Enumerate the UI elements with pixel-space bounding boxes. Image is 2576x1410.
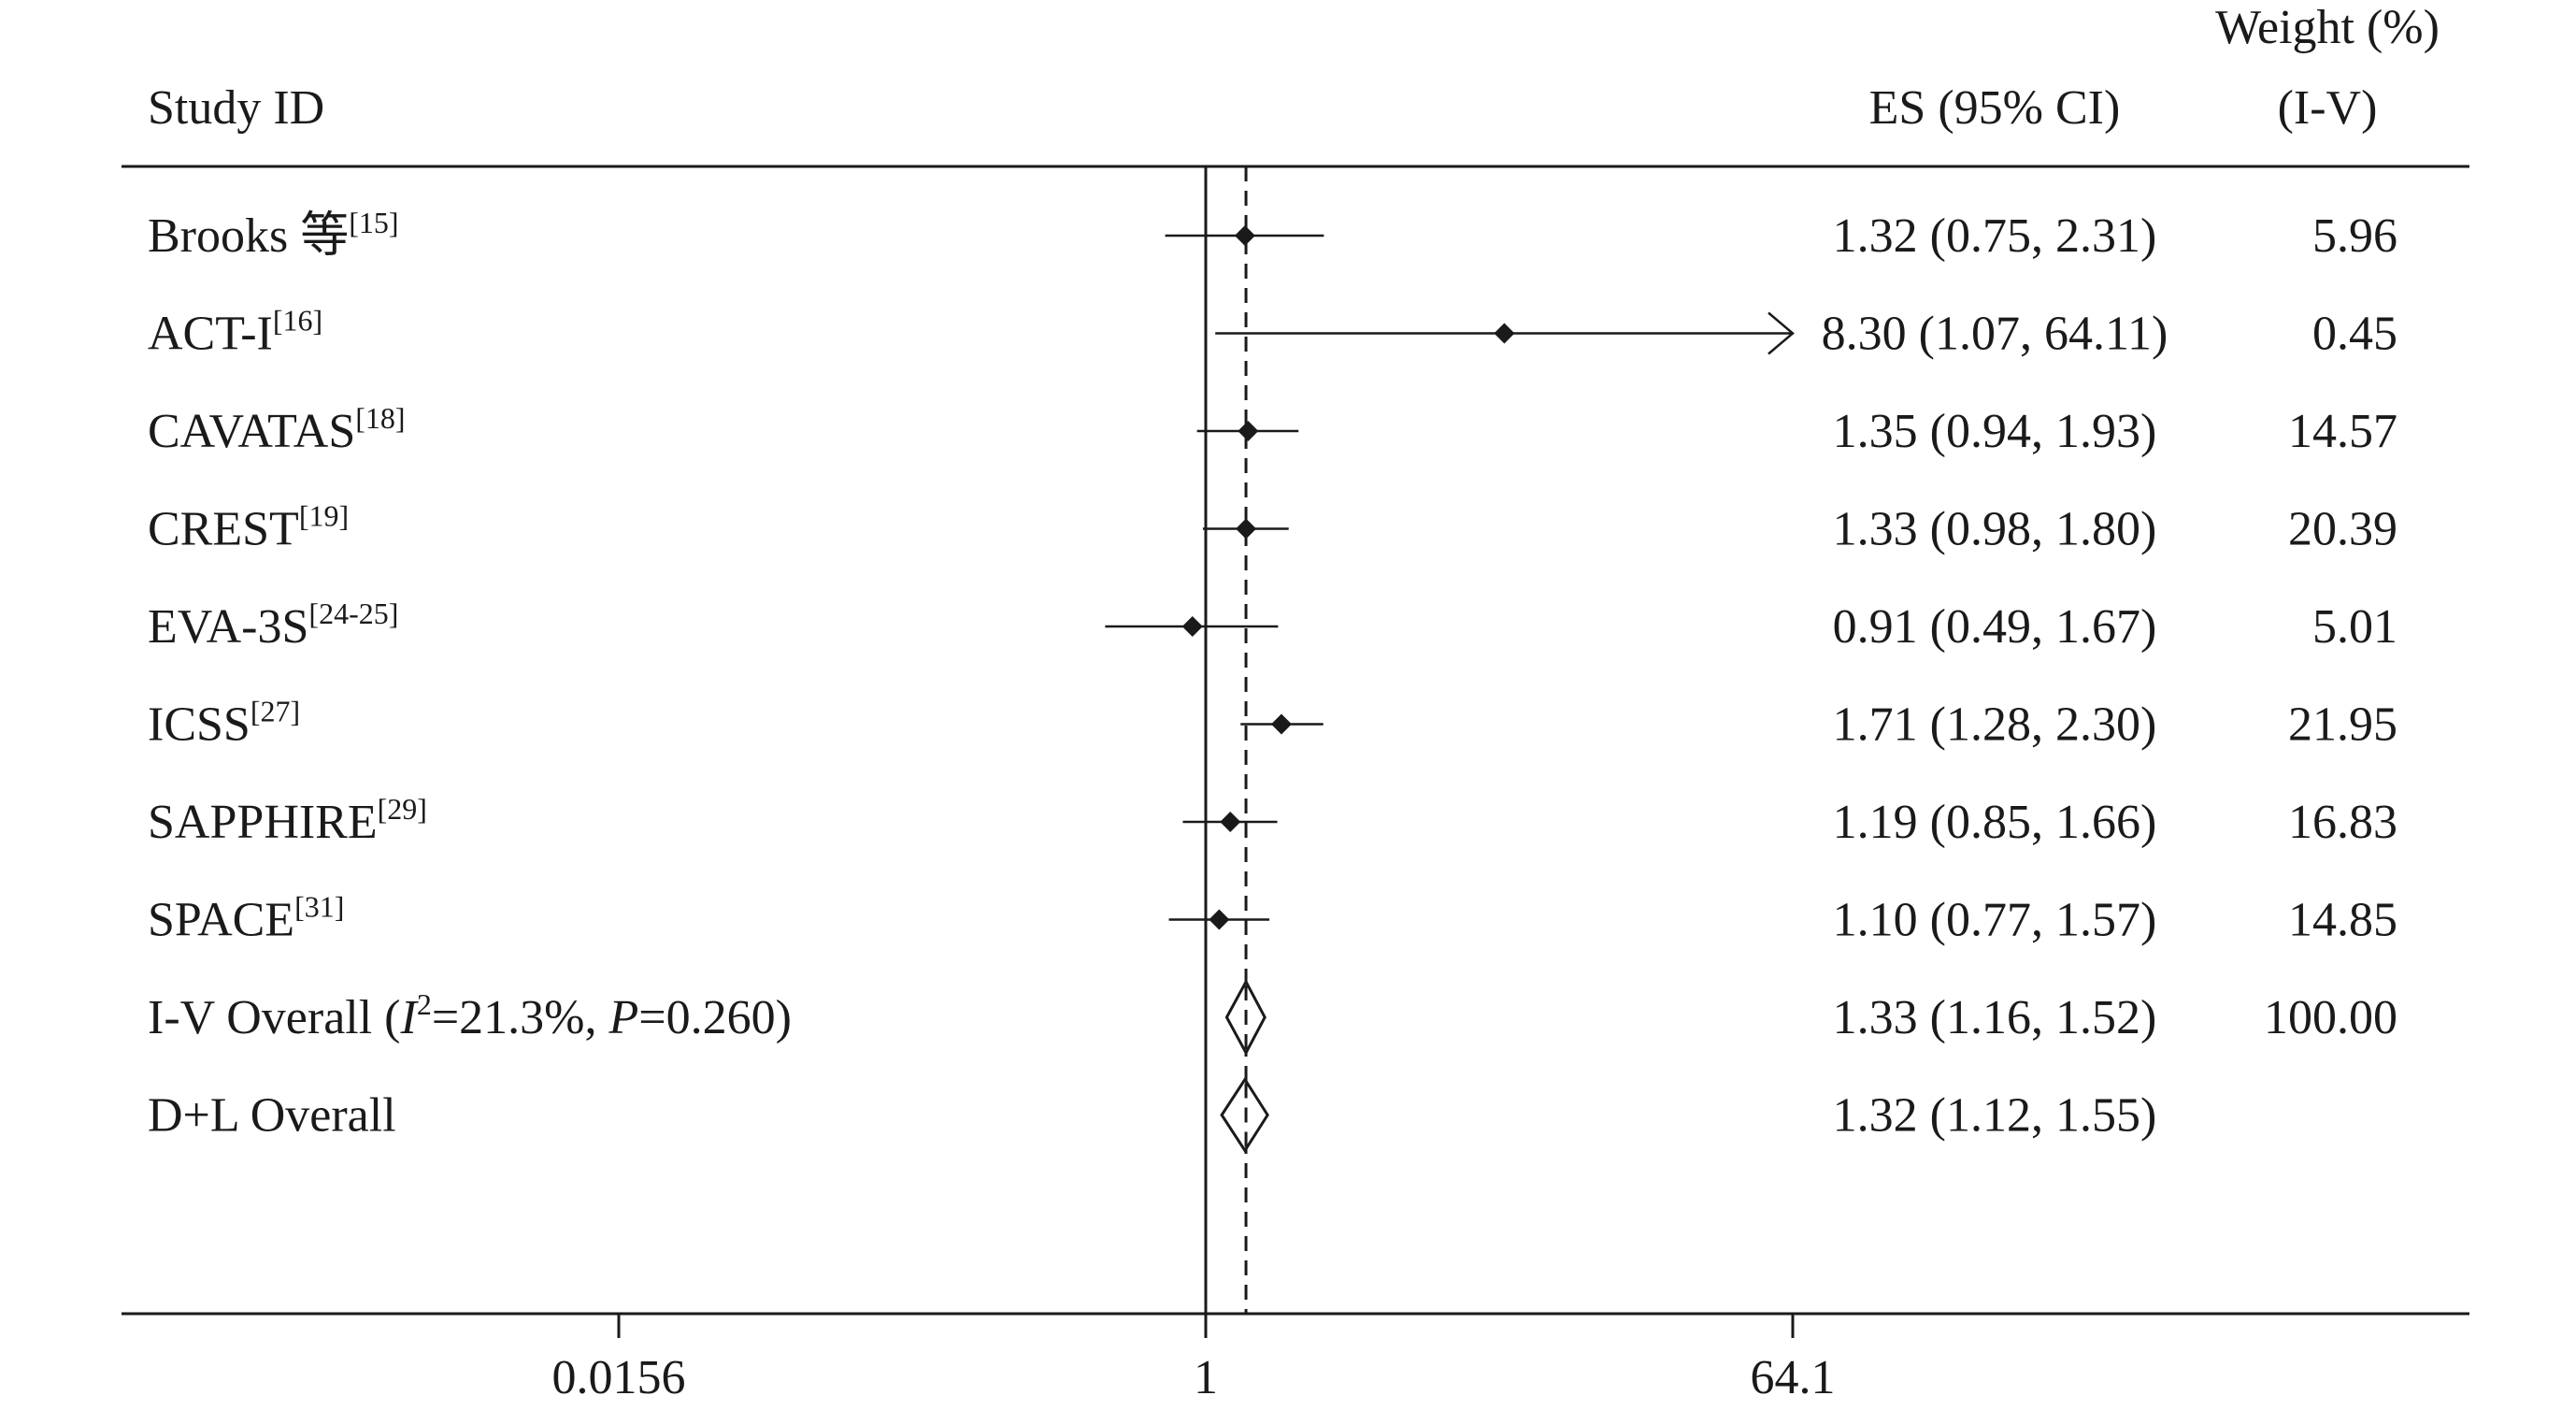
overall-es-ci-value: 1.33 (1.16, 1.52): [1833, 991, 2157, 1044]
study-reference: [18]: [355, 401, 405, 435]
overall-es-ci-value: 1.32 (1.12, 1.55): [1833, 1089, 2157, 1143]
es-ci-value: 1.32 (0.75, 2.31): [1833, 209, 2157, 263]
study-reference: [29]: [378, 792, 427, 826]
overall-name: I-V Overall: [148, 991, 372, 1044]
i2-value: =21.3%,: [432, 991, 609, 1044]
study-name: Brooks 等: [148, 209, 349, 263]
p-symbol: P: [608, 991, 638, 1044]
study-label: Brooks 等[15]: [148, 206, 399, 263]
weight-value: 21.95: [2288, 698, 2397, 752]
study-name: CREST: [148, 503, 299, 556]
es-ci-value: 0.91 (0.49, 1.67): [1833, 600, 2157, 654]
ci-arrow-right: [1767, 311, 1795, 355]
study-reference: [15]: [349, 206, 398, 239]
study-reference: [24-25]: [308, 597, 398, 630]
weight-value: 5.96: [2312, 209, 2397, 263]
study-name: CAVATAS: [148, 405, 355, 458]
point-estimate: [1236, 518, 1257, 540]
point-estimate: [1234, 225, 1255, 246]
weight-value: 14.85: [2288, 894, 2397, 947]
study-name: EVA-3S: [148, 600, 308, 654]
study-name: SPACE: [148, 894, 294, 947]
study-label: SPACE[31]: [148, 890, 344, 947]
es-ci-value: 1.33 (0.98, 1.80): [1833, 503, 2157, 556]
x-tick-label: 0.0156: [552, 1351, 686, 1404]
weight-value: 20.39: [2288, 503, 2397, 556]
es-ci-value: 1.35 (0.94, 1.93): [1833, 405, 2157, 458]
x-tick-label: 64.1: [1751, 1351, 1836, 1404]
study-label: CAVATAS[18]: [148, 401, 406, 458]
i2-superscript: 2: [417, 987, 432, 1021]
study-reference: [31]: [294, 890, 344, 924]
study-label: SAPPHIRE[29]: [148, 792, 427, 849]
weight-value: 16.83: [2288, 796, 2397, 849]
study-label: CREST[19]: [148, 499, 349, 556]
stats-open-paren: (: [372, 991, 400, 1044]
p-value: =0.260): [638, 991, 792, 1044]
overall-name: D+L Overall: [148, 1089, 396, 1143]
study-label: ICSS[27]: [148, 695, 300, 752]
overall-label: D+L Overall: [148, 1089, 396, 1143]
study-name: SAPPHIRE: [148, 796, 378, 849]
overall-label: I-V Overall (I2=21.3%, P=0.260): [148, 987, 792, 1044]
x-tick-label: 1: [1194, 1351, 1218, 1404]
weight-value: 14.57: [2288, 405, 2397, 458]
point-estimate: [1270, 713, 1292, 735]
i2-symbol: I: [400, 991, 420, 1044]
point-estimate: [1220, 812, 1241, 832]
study-name: ACT-I: [148, 308, 273, 361]
study-label: ACT-I[16]: [148, 304, 322, 361]
point-estimate: [1181, 616, 1203, 637]
es-ci-value: 8.30 (1.07, 64.11): [1822, 308, 2168, 361]
header-weight-method: (I-V): [2278, 81, 2378, 135]
es-ci-value: 1.71 (1.28, 2.30): [1833, 698, 2157, 752]
header-weight: Weight (%): [2215, 1, 2440, 54]
es-ci-value: 1.10 (0.77, 1.57): [1833, 894, 2157, 947]
study-reference: [19]: [299, 499, 349, 533]
point-estimate: [1238, 421, 1259, 441]
weight-value: 5.01: [2312, 600, 2397, 654]
study-reference: [27]: [250, 695, 300, 728]
header-study-id: Study ID: [148, 81, 324, 135]
study-label: EVA-3S[24-25]: [148, 597, 398, 654]
es-ci-value: 1.19 (0.85, 1.66): [1833, 796, 2157, 849]
point-estimate: [1494, 323, 1515, 344]
overall-weight-value: 100.00: [2264, 991, 2397, 1044]
study-reference: [16]: [273, 304, 322, 338]
weight-value: 0.45: [2312, 308, 2397, 361]
point-estimate: [1209, 909, 1230, 930]
study-name: ICSS: [148, 698, 250, 752]
header-es-ci: ES (95% CI): [1869, 81, 2121, 135]
